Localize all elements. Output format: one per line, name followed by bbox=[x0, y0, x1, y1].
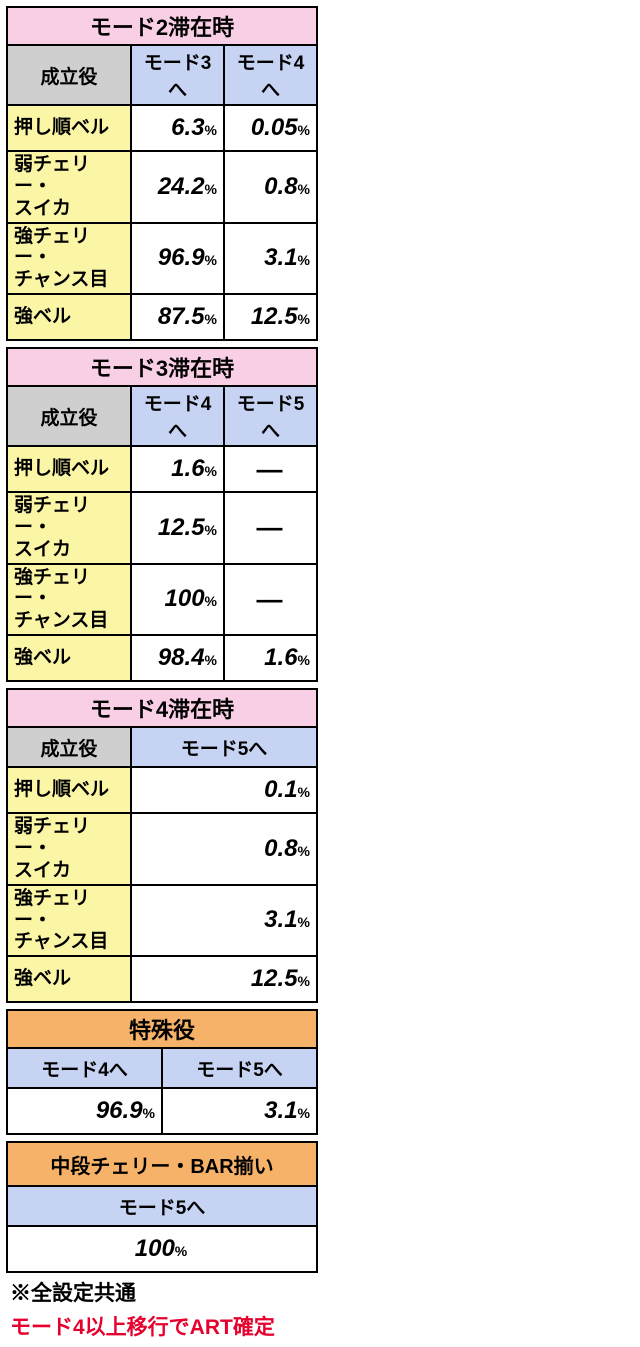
mode2-hdr-role: 成立役 bbox=[7, 45, 131, 105]
row-label: 押し順ベル bbox=[7, 767, 131, 813]
value-cell: 96.9% bbox=[131, 223, 224, 295]
mode4-hdr-c1: モード5へ bbox=[131, 727, 317, 767]
mode3-table: モード3滞在時 成立役 モード4へ モード5へ 押し順ベル1.6%—弱チェリー・… bbox=[6, 347, 318, 682]
note-art: モード4以上移行でART確定 bbox=[6, 1311, 318, 1341]
row-label: 強チェリー・チャンス目 bbox=[7, 223, 131, 295]
row-label: 強チェリー・チャンス目 bbox=[7, 885, 131, 957]
mode2-hdr-c2: モード4へ bbox=[224, 45, 317, 105]
mode2-hdr-c1: モード3へ bbox=[131, 45, 224, 105]
mode2-title: モード2滞在時 bbox=[7, 7, 317, 45]
value-cell: 1.6% bbox=[131, 446, 224, 492]
mode4-table: モード4滞在時 成立役 モード5へ 押し順ベル0.1%弱チェリー・スイカ0.8%… bbox=[6, 688, 318, 1003]
value-cell: 100% bbox=[131, 564, 224, 636]
value-cell: 24.2% bbox=[131, 151, 224, 223]
row-label: 押し順ベル bbox=[7, 105, 131, 151]
value-cell: 98.4% bbox=[131, 635, 224, 681]
value-cell: 12.5% bbox=[131, 492, 224, 564]
row-label: 弱チェリー・スイカ bbox=[7, 492, 131, 564]
chudan-hdr: モード5へ bbox=[7, 1186, 317, 1226]
mode3-title: モード3滞在時 bbox=[7, 348, 317, 386]
value-cell: 6.3% bbox=[131, 105, 224, 151]
special-v2: 3.1% bbox=[162, 1088, 317, 1134]
note-common: ※全設定共通 bbox=[6, 1277, 318, 1307]
mode3-hdr-c2: モード5へ bbox=[224, 386, 317, 446]
mode4-hdr-role: 成立役 bbox=[7, 727, 131, 767]
row-label: 弱チェリー・スイカ bbox=[7, 813, 131, 885]
value-cell: — bbox=[224, 446, 317, 492]
value-cell: 0.05% bbox=[224, 105, 317, 151]
chudan-table: 中段チェリー・BAR揃い モード5へ 100% bbox=[6, 1141, 318, 1273]
value-cell: — bbox=[224, 564, 317, 636]
value-cell: 0.1% bbox=[131, 767, 317, 813]
value-cell: 12.5% bbox=[131, 956, 317, 1002]
special-title: 特殊役 bbox=[7, 1010, 317, 1048]
value-cell: 3.1% bbox=[224, 223, 317, 295]
chudan-title: 中段チェリー・BAR揃い bbox=[7, 1142, 317, 1186]
row-label: 押し順ベル bbox=[7, 446, 131, 492]
row-label: 強チェリー・チャンス目 bbox=[7, 564, 131, 636]
row-label: 弱チェリー・スイカ bbox=[7, 151, 131, 223]
value-cell: 3.1% bbox=[131, 885, 317, 957]
value-cell: 0.8% bbox=[131, 813, 317, 885]
value-cell: 12.5% bbox=[224, 294, 317, 340]
special-hdr-c2: モード5へ bbox=[162, 1048, 317, 1088]
row-label: 強ベル bbox=[7, 635, 131, 681]
special-hdr-c1: モード4へ bbox=[7, 1048, 162, 1088]
mode2-table: モード2滞在時 成立役 モード3へ モード4へ 押し順ベル6.3%0.05% 弱チ… bbox=[6, 6, 318, 341]
row-label: 強ベル bbox=[7, 956, 131, 1002]
special-v1: 96.9% bbox=[7, 1088, 162, 1134]
mode3-hdr-c1: モード4へ bbox=[131, 386, 224, 446]
value-cell: 87.5% bbox=[131, 294, 224, 340]
special-table: 特殊役 モード4へ モード5へ 96.9% 3.1% bbox=[6, 1009, 318, 1135]
value-cell: 0.8% bbox=[224, 151, 317, 223]
value-cell: — bbox=[224, 492, 317, 564]
special-block: 特殊役 モード4へ モード5へ 96.9% 3.1% 中段チェリー・BAR揃い … bbox=[6, 1009, 318, 1341]
mode4-title: モード4滞在時 bbox=[7, 689, 317, 727]
value-cell: 1.6% bbox=[224, 635, 317, 681]
row-label: 強ベル bbox=[7, 294, 131, 340]
mode3-hdr-role: 成立役 bbox=[7, 386, 131, 446]
chudan-val: 100% bbox=[7, 1226, 317, 1272]
